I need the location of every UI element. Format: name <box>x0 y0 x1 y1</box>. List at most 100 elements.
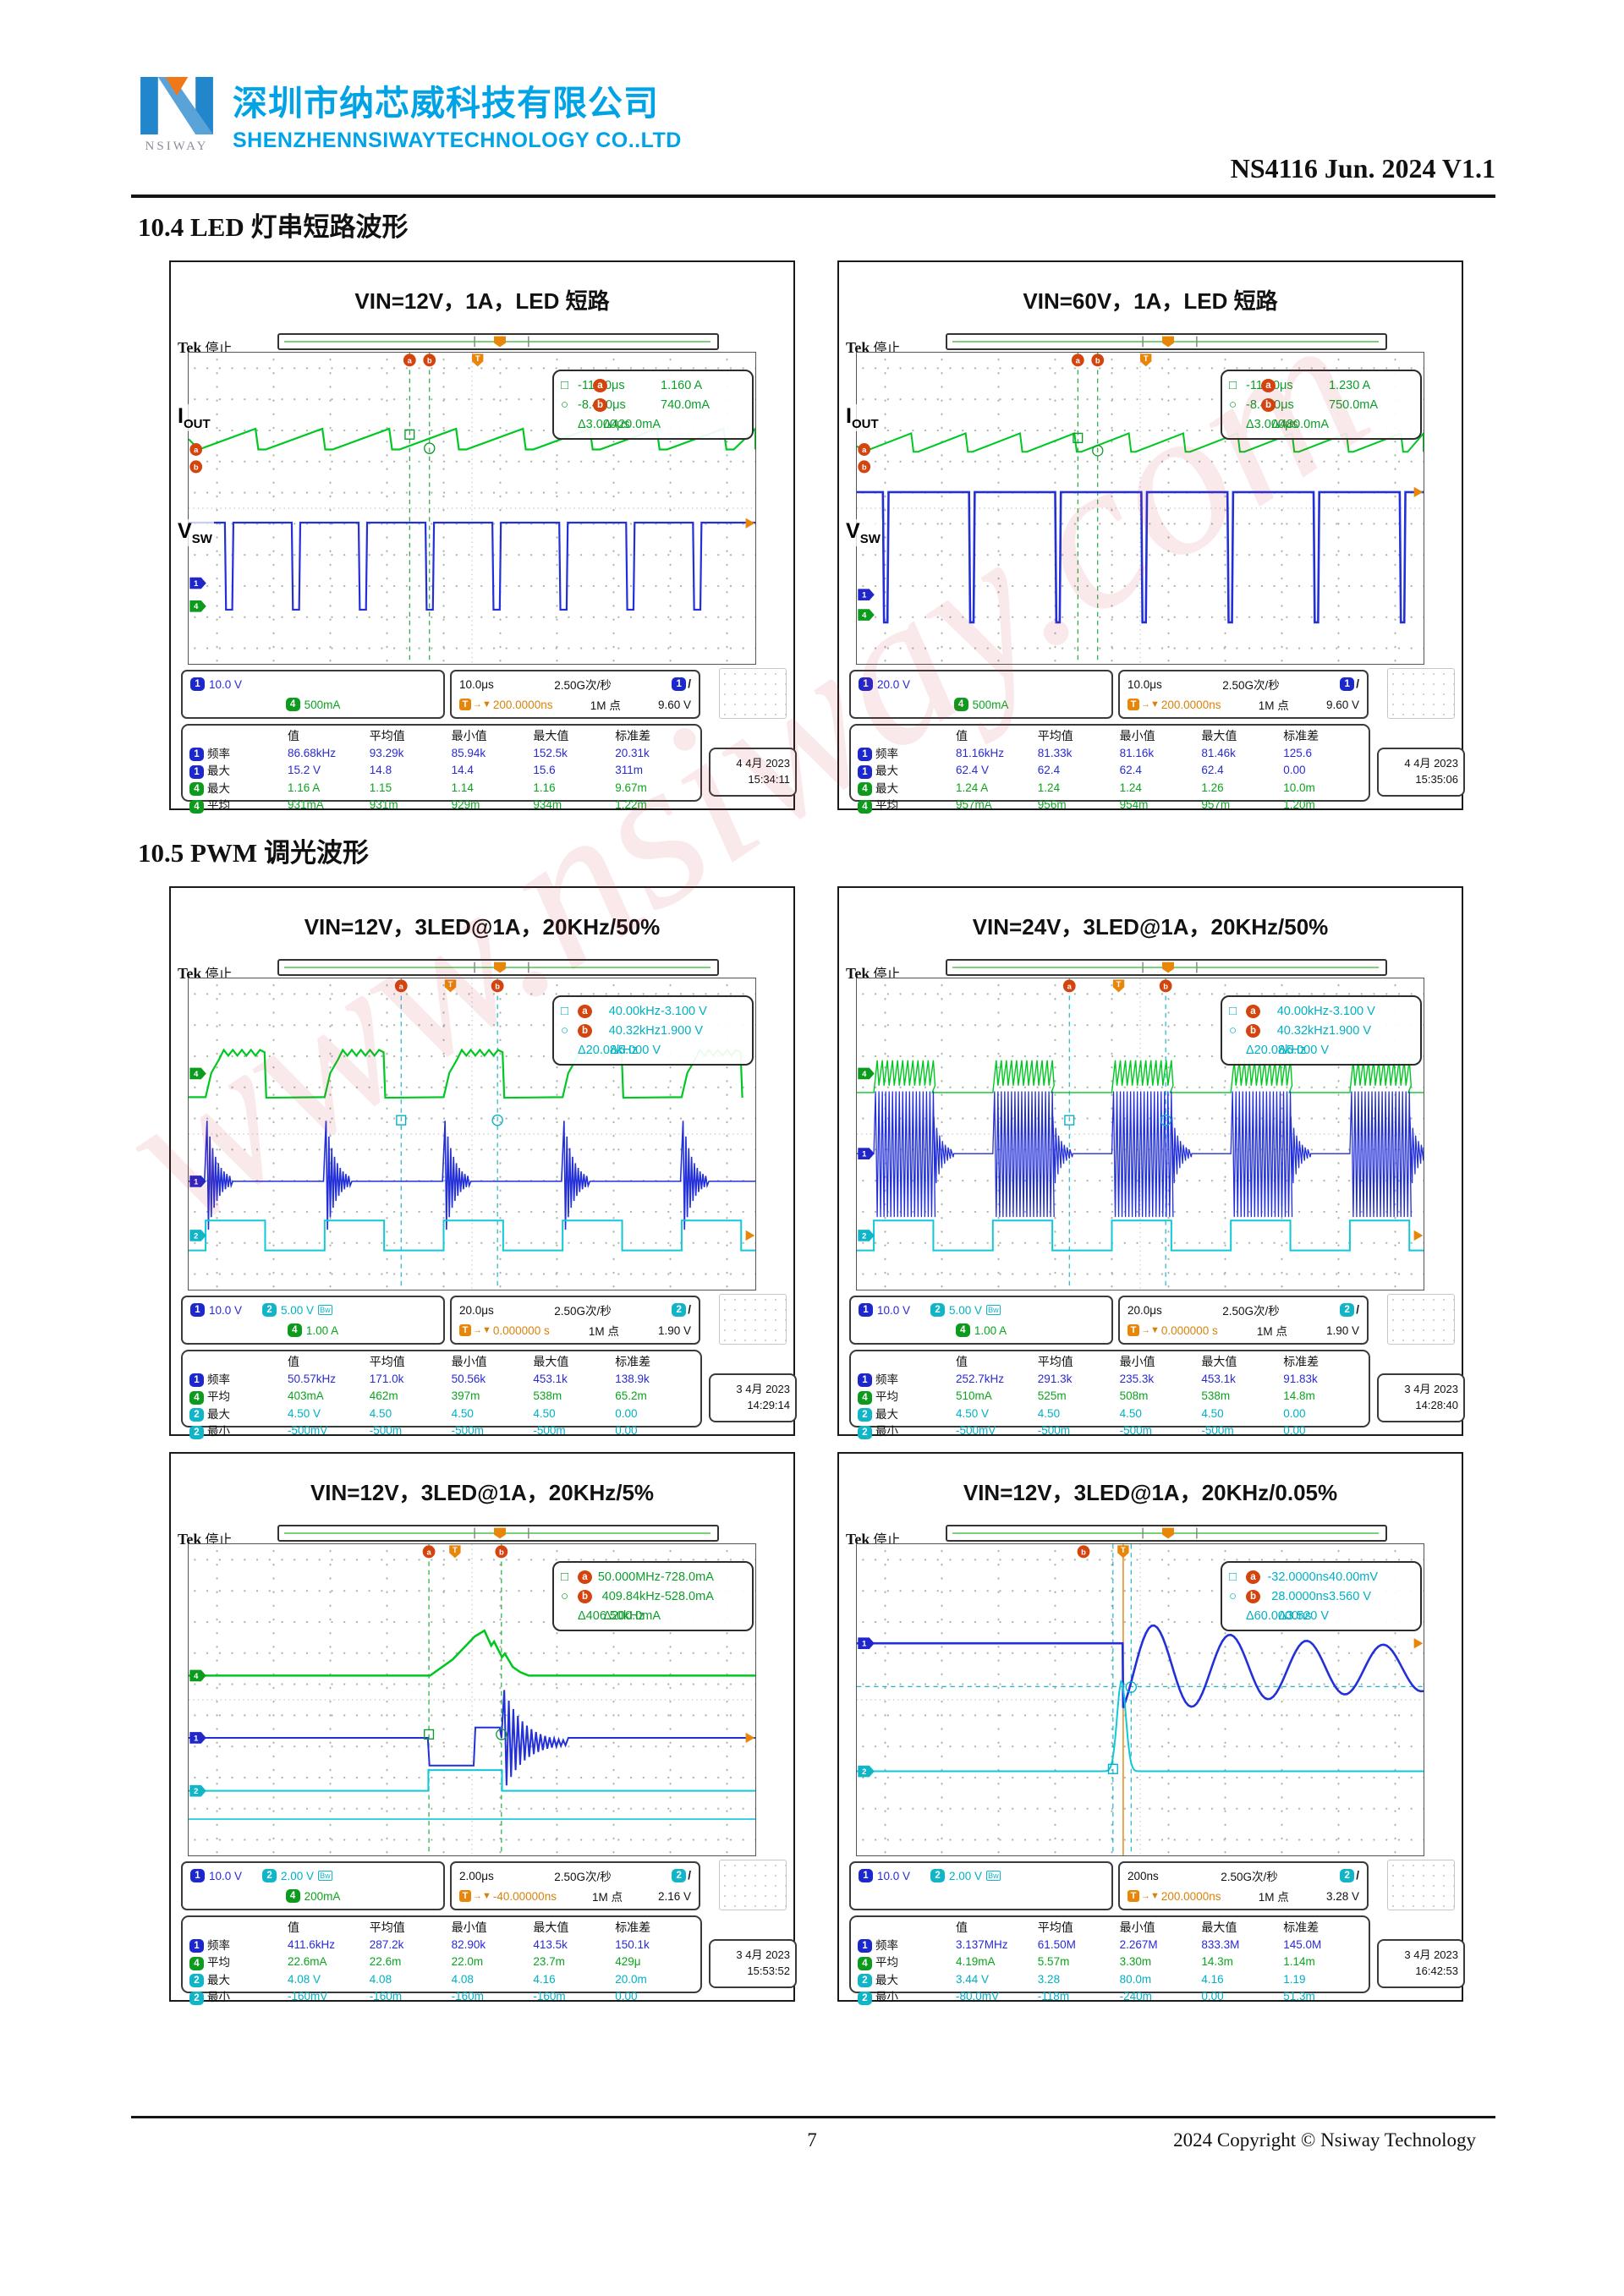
ch2-setting: 2 5.00 V Bw <box>930 1303 1001 1317</box>
timestamp-date: 3 4月 2023 <box>736 1383 790 1395</box>
table-row: 2 最大 3.44 V 3.28 80.0m 4.16 1.19 <box>856 1970 1363 1988</box>
svg-text:2: 2 <box>862 1767 866 1777</box>
preview-trigger-marker <box>494 1527 506 1539</box>
trigger-t-icon: T <box>1127 1324 1139 1336</box>
svg-text:2: 2 <box>862 1231 866 1241</box>
measurement-table-box: 值平均值 最小值 最大值 标准差 1 频率 252.7kHz 291.3k 235.3k… <box>849 1350 1370 1439</box>
waveform-display: b T 1 2 <box>857 1544 1424 1855</box>
trace-label-iout: IOUT <box>176 404 212 431</box>
scope-title: VIN=60V，1A，LED 短路 <box>1023 288 1278 314</box>
measurement-table-box: 值平均值 最小值 最大值 标准差 1 频率 411.6kHz 287.2k 82.90k… <box>181 1915 702 2005</box>
channel-settings-box: 1 10.0 V 2 2.00 V Bw 4 200mA <box>181 1861 445 1910</box>
preview-trigger-marker <box>494 336 506 348</box>
scope-ui-fragment <box>1387 668 1455 719</box>
svg-text:b: b <box>1081 1548 1086 1557</box>
cursor-b-badge: b <box>578 1023 592 1038</box>
acquisition-preview-bar <box>946 1525 1387 1542</box>
scope-title: VIN=12V，1A，LED 短路 <box>354 288 610 314</box>
timebase-trigger-box: 200ns 2.50G次/秒 2/ T →▼ 200.0000ns 1M 点 3.2… <box>1118 1861 1369 1910</box>
ch1-badge: 1 <box>190 1869 205 1882</box>
trigger-level: 2.16 V <box>657 1889 691 1903</box>
table-row: 1 最大 15.2 V 14.8 14.4 15.6 311m <box>188 761 695 779</box>
rising-edge-icon: / <box>1356 1868 1359 1882</box>
measurement-table-box: 值平均值 最小值 最大值 标准差 1 频率 3.137MHz 61.50M 2.267M… <box>849 1915 1370 2005</box>
svg-text:2: 2 <box>194 1231 198 1241</box>
cursor-a-badge: a <box>578 1004 592 1018</box>
circle-cursor-icon: ○ <box>1229 1023 1237 1038</box>
svg-text:4: 4 <box>862 611 867 620</box>
cursor-readout-box: □ -11.40μs a 1.160 A ○ -8.400μs b 740.0m… <box>552 370 754 440</box>
ch4-badge: 4 <box>953 698 968 711</box>
table-row: 2 最大 4.08 V 4.08 4.08 4.16 20.0m <box>188 1970 695 1988</box>
page-number: 7 <box>807 2129 817 2151</box>
ch1-badge: 1 <box>190 1303 205 1317</box>
trigger-channel-badge: 2 <box>672 1869 687 1883</box>
trigger-source: 2/ <box>672 1869 691 1883</box>
cursor-row-delta: Δ3.000μs Δ480.0mA <box>1246 417 1329 431</box>
header-divider <box>131 195 1495 198</box>
cursor-b-badge-mid: b <box>1261 397 1276 412</box>
scope-ui-fragment <box>1387 1294 1455 1345</box>
square-cursor-icon: □ <box>1229 1004 1237 1018</box>
cursor-a-badge-mid: a <box>1261 378 1276 392</box>
svg-text:T: T <box>1116 980 1122 989</box>
cursor-row-delta: Δ20.08kHz Δ5.000 V <box>578 1043 661 1057</box>
timebase-value: 20.0μs <box>459 1303 494 1317</box>
cursor-readout-box: □ a 50.000MHz -728.0mA ○ b 409.84kHz -52… <box>552 1561 754 1631</box>
svg-text:b: b <box>862 463 867 472</box>
trigger-level: 1.90 V <box>657 1323 691 1337</box>
table-row: 1 频率 3.137MHz 61.50M 2.267M 833.3M 145.0M <box>856 1936 1363 1954</box>
measurement-table: 值平均值 最小值 最大值 标准差 1 频率 50.57kHz 171.0k 50.56k… <box>188 1353 695 1439</box>
trigger-level: 9.60 V <box>1325 698 1359 711</box>
timestamp-box: 3 4月 2023 15:53:52 <box>709 1939 797 1988</box>
trigger-arrow-icon: →▼ <box>1141 1891 1160 1901</box>
table-row: 2 最小 -500mV -500m -500m -500m 0.00 <box>856 1422 1363 1439</box>
scope-status-bar: 1 10.0 V 2 5.00 V Bw 4 1.00 A 20.0μs 2.50G次/… <box>844 1296 1460 1345</box>
timestamp-date: 3 4月 2023 <box>1404 1948 1458 1961</box>
timestamp-box: 3 4月 2023 16:42:53 <box>1377 1939 1465 1988</box>
acquisition-preview-bar <box>277 1525 719 1542</box>
ch1-badge: 1 <box>859 1869 873 1882</box>
table-row: 1 频率 252.7kHz 291.3k 235.3k 453.1k 91.83k <box>856 1370 1363 1388</box>
cursor-row-b: ○ b 409.84kHz -528.0mA <box>561 1589 714 1603</box>
timestamp-box: 4 4月 2023 15:35:06 <box>1377 748 1465 797</box>
bandwidth-limit-icon: Bw <box>318 1305 332 1315</box>
timestamp-date: 4 4月 2023 <box>736 757 790 770</box>
timebase-trigger-box: 20.0μs 2.50G次/秒 2/ T →▼ 0.000000 s 1M 点 1.… <box>1118 1296 1369 1345</box>
rising-edge-icon: / <box>1356 1302 1359 1316</box>
scope-title: VIN=24V，3LED@1A，20KHz/50% <box>972 914 1329 940</box>
trigger-channel-badge: 1 <box>672 677 687 692</box>
ch4-setting: 4 500mA <box>285 698 340 711</box>
section-heading-10-5: 10.5 PWM 调光波形 <box>138 838 369 868</box>
scope-title: VIN=12V，3LED@1A，20KHz/5% <box>310 1480 655 1505</box>
square-cursor-icon: □ <box>561 378 569 392</box>
trigger-arrow-icon: →▼ <box>473 1891 491 1901</box>
trigger-position: T →▼ 200.0000ns <box>459 699 552 711</box>
trigger-level: 1.90 V <box>1325 1323 1359 1337</box>
svg-text:b: b <box>427 356 432 365</box>
channel-settings-box: 1 10.0 V 2 5.00 V Bw 4 1.00 A <box>849 1296 1113 1345</box>
ch1-setting: 1 10.0 V <box>859 1869 910 1882</box>
trigger-level: 9.60 V <box>657 698 691 711</box>
svg-text:1: 1 <box>862 591 866 600</box>
cursor-readout-box: □ a -32.0000ns 40.00mV ○ b 28.0000ns 3.5… <box>1221 1561 1422 1631</box>
ch1-setting: 1 20.0 V <box>859 677 910 691</box>
preview-trigger-marker <box>494 962 506 973</box>
scope-ui-fragment <box>719 1294 787 1345</box>
timestamp-date: 4 4月 2023 <box>1404 757 1458 770</box>
table-row: 4 最大 1.24 A 1.24 1.24 1.26 10.0m <box>856 779 1363 797</box>
measurement-table: 值平均值 最小值 最大值 标准差 1 频率 81.16kHz 81.33k 81.16k… <box>856 727 1363 814</box>
circle-cursor-icon: ○ <box>561 397 569 412</box>
table-row: 2 最大 4.50 V 4.50 4.50 4.50 0.00 <box>188 1405 695 1422</box>
scope-ui-fragment <box>719 1860 787 1910</box>
cursor-row-a: □ -11.40μs a 1.160 A <box>561 378 703 392</box>
trigger-t-icon: T <box>1127 699 1139 710</box>
